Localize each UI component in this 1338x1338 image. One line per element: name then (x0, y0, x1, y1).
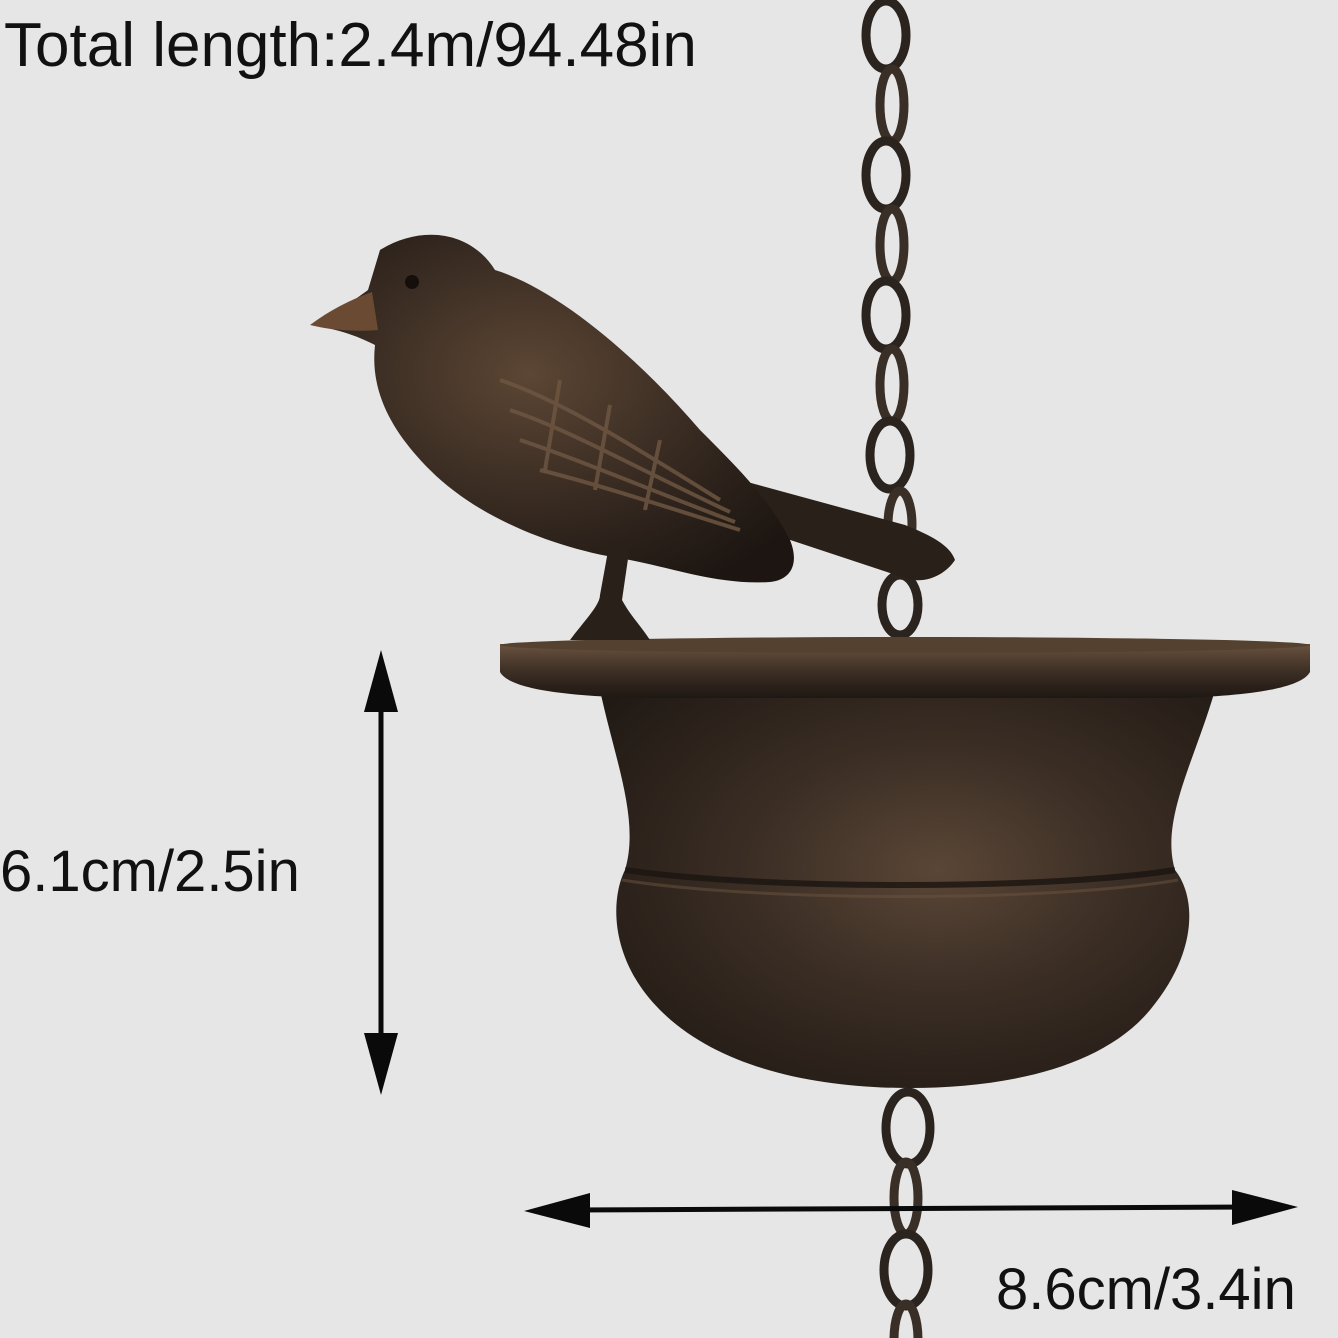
bird-figurine (310, 234, 955, 640)
lower-chain (879, 1087, 935, 1338)
total-length-label: Total length:2.4m/94.48in (4, 11, 697, 80)
width-double-arrow (524, 1190, 1298, 1228)
height-label: 6.1cm/2.5in (0, 839, 300, 904)
upper-chain (861, 0, 923, 640)
cup (500, 637, 1310, 1088)
height-double-arrow (364, 650, 398, 1095)
width-label: 8.6cm/3.4in (996, 1257, 1296, 1322)
